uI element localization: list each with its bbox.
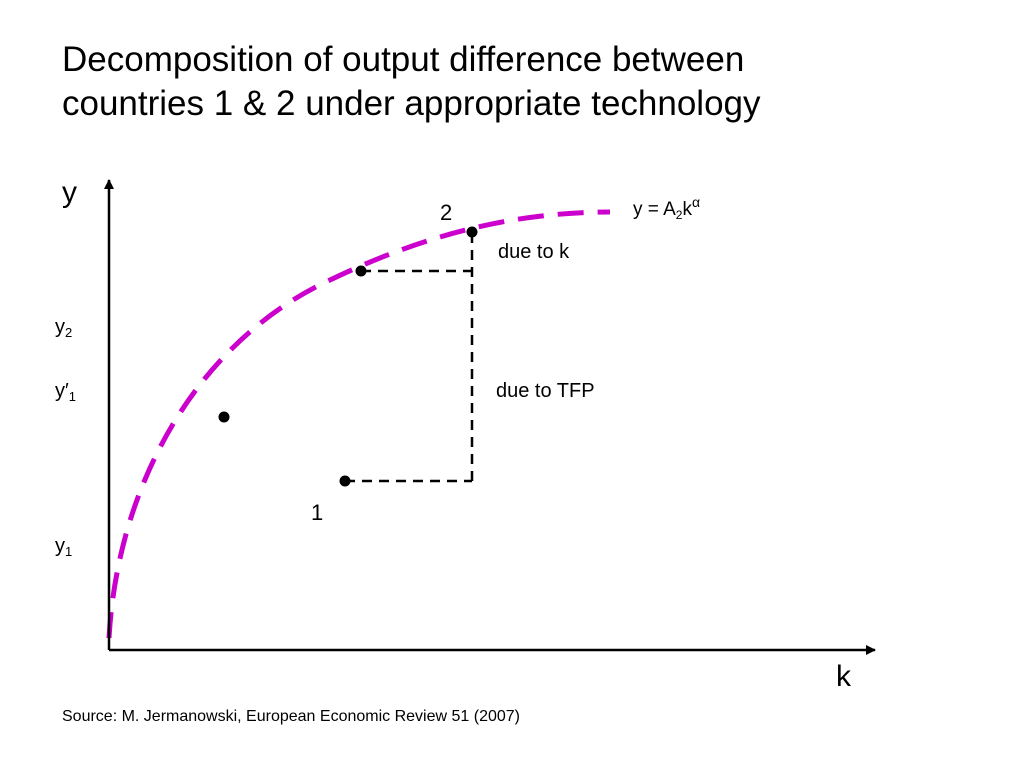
- point-country1: [339, 475, 351, 487]
- point-intermediate: [355, 265, 367, 277]
- y-axis-label: y: [62, 176, 77, 209]
- point-label-country2: 2: [440, 200, 453, 225]
- tick-label-y2: y2: [55, 316, 73, 340]
- source-citation: Source: M. Jermanowski, European Economi…: [62, 708, 520, 725]
- production-curve: [106, 209, 611, 639]
- point-country2: [466, 226, 478, 238]
- slide-title: Decomposition of output difference betwe…: [62, 38, 962, 126]
- title-line-2: countries 1 & 2 under appropriate techno…: [62, 84, 761, 123]
- annotation-due-to-k: due to k: [498, 241, 570, 263]
- title-line-1: Decomposition of output difference betwe…: [62, 40, 745, 79]
- point-y1-prime: [218, 411, 230, 423]
- curve-equation-label: y = A2kα: [633, 194, 701, 222]
- x-axis-label: k: [836, 660, 851, 693]
- annotation-due-to-tfp: due to TFP: [496, 380, 595, 402]
- tick-label-y1: y1: [55, 535, 73, 559]
- tick-label-y1-prime: y′1: [55, 380, 76, 404]
- point-label-country1: 1: [311, 500, 324, 525]
